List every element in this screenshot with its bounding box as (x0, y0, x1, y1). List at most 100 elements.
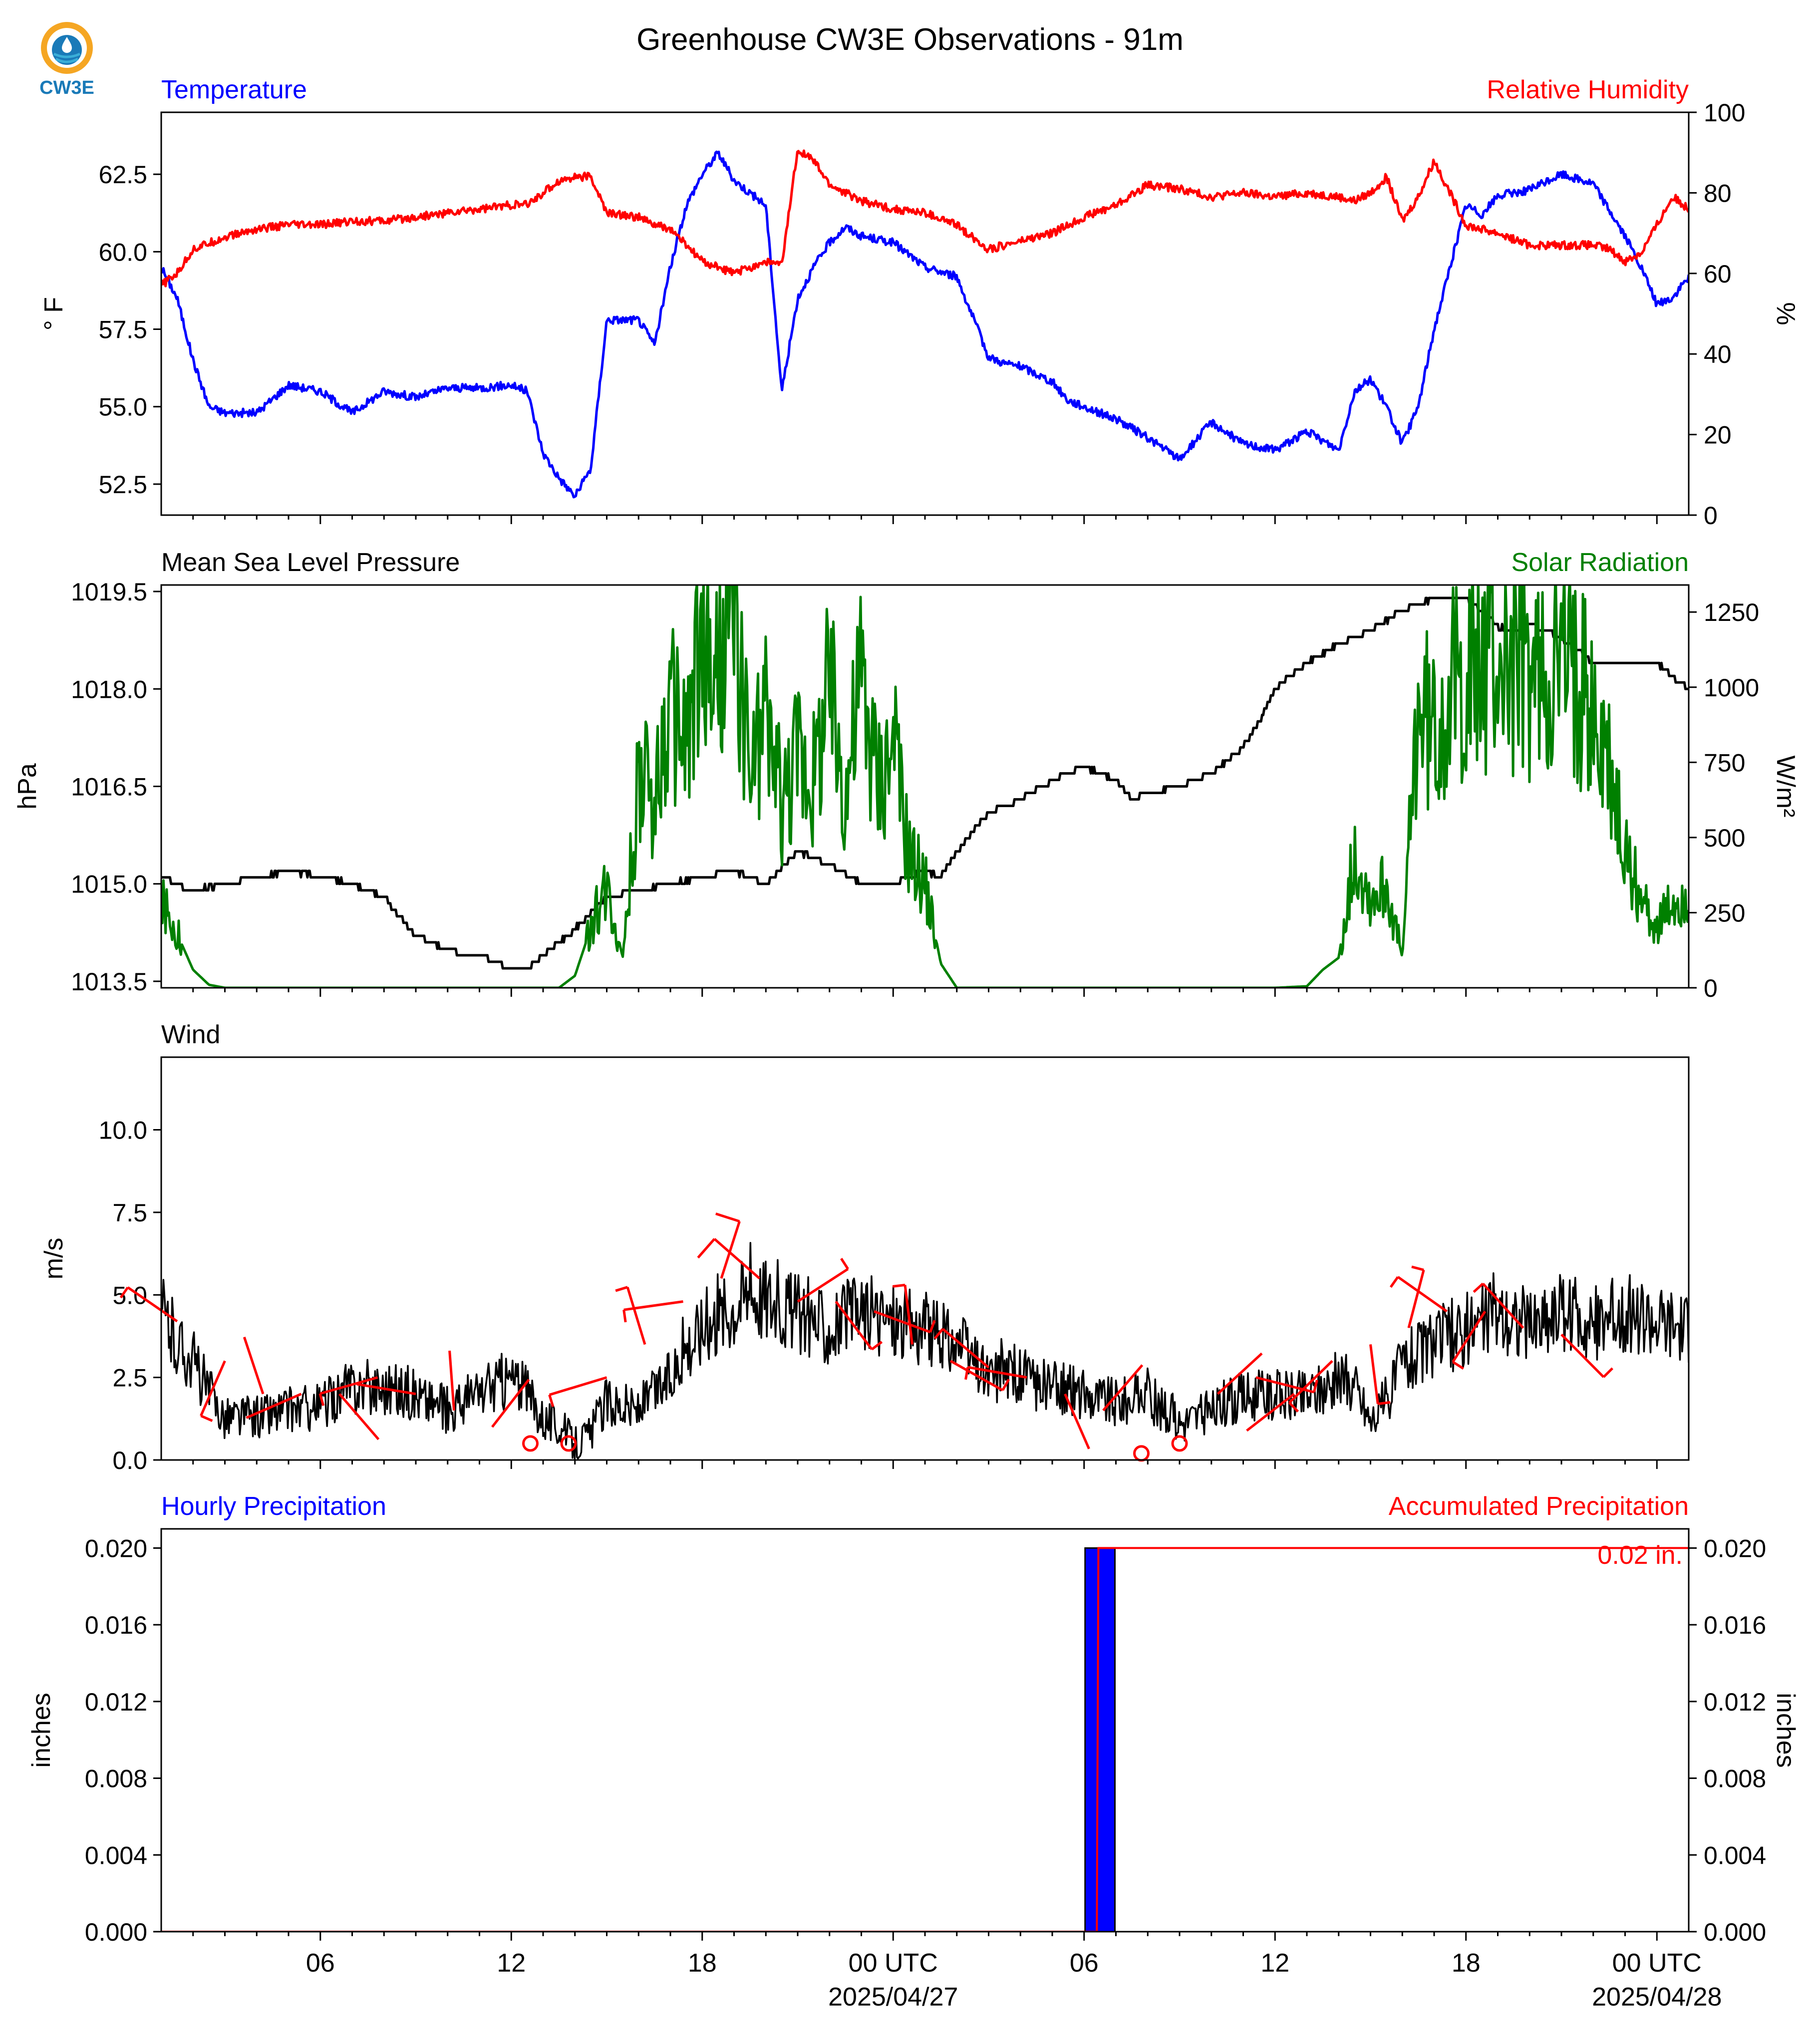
wind-barb-staff (1216, 1352, 1263, 1395)
y2-tick-label: 40 (1704, 340, 1732, 368)
panel-2-ylabel2: W/m² (1771, 755, 1800, 817)
wind-barb-staff (720, 1221, 741, 1279)
panel-3-ylabel: m/s (39, 1238, 68, 1280)
accumulated-precip-annotation: 0.02 in. (1597, 1541, 1683, 1570)
cw3e-logo: CW3E (36, 19, 101, 104)
wind-barb-staff (904, 1285, 913, 1345)
logo-text: CW3E (39, 77, 94, 98)
panel-1-right-title: Relative Humidity (1487, 75, 1689, 104)
wind-barb-staff (1452, 1310, 1487, 1363)
y-tick-label: 0.016 (85, 1611, 147, 1639)
x-tick-label: 18 (688, 1949, 717, 1978)
y2-tick-label: 0.016 (1704, 1611, 1766, 1639)
wind-barb-flag (119, 1286, 129, 1299)
wind-barb-staff (967, 1366, 1027, 1379)
y-tick-label: 1015.0 (71, 870, 147, 898)
wind-barb-flag (1473, 1282, 1484, 1293)
panel-1-left-title: Temperature (161, 75, 307, 104)
y2-tick-label: 0.012 (1704, 1688, 1766, 1716)
y-tick-label: 0.000 (85, 1918, 147, 1946)
y-tick-label: 1016.5 (71, 773, 147, 801)
y2-tick-label: 0.008 (1704, 1765, 1766, 1793)
wind-barb-flag (715, 1212, 740, 1223)
y2-tick-label: 0.004 (1704, 1841, 1766, 1869)
wind-barb-staff (319, 1376, 378, 1395)
relative-humidity-line (161, 149, 1689, 288)
y2-tick-label: 500 (1704, 824, 1745, 852)
wind-barb-flag (964, 1367, 969, 1380)
x-tick-label: 06 (1070, 1949, 1099, 1978)
x-tick-label: 12 (497, 1949, 526, 1978)
panel-2-ylabel: hPa (13, 763, 42, 810)
wind-barb-staff (797, 1268, 849, 1303)
y2-tick-label: 0 (1704, 502, 1718, 530)
panel-2-frame (160, 584, 1690, 989)
y-tick-label: 52.5 (99, 471, 147, 499)
wind-barb-flag (933, 1328, 944, 1340)
wind-barb-staff (1288, 1360, 1333, 1404)
y-tick-label: 0.008 (85, 1765, 147, 1793)
y2-tick-label: 0 (1704, 974, 1718, 1002)
panel-2-right-title: Solar Radiation (1511, 548, 1689, 577)
panel-4-left-title: Hourly Precipitation (161, 1492, 386, 1521)
wind-barb-flag (1377, 1401, 1391, 1406)
wind-speed-line (161, 1242, 1689, 1460)
wind-barb-staff (713, 1238, 761, 1280)
wind-barb-staff (835, 1300, 873, 1350)
panel-3-left-title: Wind (161, 1020, 220, 1049)
y2-tick-label: 1250 (1704, 598, 1759, 626)
wind-barb-calm (560, 1435, 577, 1452)
figure-title: Greenhouse CW3E Observations - 91m (636, 22, 1184, 57)
logo-drop (62, 37, 72, 53)
wind-barb-staff (623, 1300, 683, 1311)
y-tick-label: 55.0 (99, 393, 147, 421)
wind-barb-flag (1312, 1380, 1318, 1393)
wind-barb-flag (1389, 1276, 1399, 1288)
wind-barb-staff (1064, 1393, 1090, 1449)
x-tick-label: 12 (1260, 1949, 1289, 1978)
wind-barb-staff (1560, 1333, 1605, 1378)
x-date-label: 2025/04/28 (1592, 1983, 1722, 2012)
y2-tick-label: 0.020 (1704, 1534, 1766, 1562)
wind-barb-staff (1102, 1364, 1144, 1412)
y2-tick-label: 20 (1704, 421, 1732, 449)
wind-barb-flag (200, 1415, 213, 1422)
y2-tick-label: 100 (1704, 99, 1745, 127)
wind-barb-flag (1602, 1367, 1613, 1378)
wind-barb-flag (548, 1394, 555, 1408)
wind-barb-flag (1452, 1361, 1464, 1370)
y-tick-label: 1013.5 (71, 968, 147, 996)
wind-barb-staff (1407, 1269, 1425, 1329)
solar-radiation-line (161, 585, 1689, 988)
wind-barb-staff (549, 1376, 607, 1396)
panel-3-frame (160, 1056, 1690, 1461)
x-date-label: 2025/04/27 (828, 1983, 958, 2012)
wind-barb-calm (522, 1435, 539, 1452)
y-tick-label: 60.0 (99, 238, 147, 266)
wind-barb-staff (127, 1286, 178, 1323)
y-tick-label: 0.012 (85, 1688, 147, 1716)
y2-tick-label: 750 (1704, 749, 1745, 777)
panel-4-frame (160, 1528, 1690, 1933)
wind-barb-calm (1133, 1445, 1150, 1462)
y2-tick-label: 80 (1704, 179, 1732, 207)
wind-barb-flag (697, 1238, 716, 1259)
y-tick-label: 0.020 (85, 1534, 147, 1562)
wind-barb-flag (840, 1257, 849, 1270)
panel-4-ylabel: inches (27, 1693, 56, 1767)
wind-barb-staff (338, 1393, 380, 1441)
y-tick-label: 0.0 (112, 1447, 147, 1474)
wind-barb-flag (1288, 1402, 1299, 1413)
wind-barb-staff (1369, 1344, 1379, 1404)
wind-barb-staff (874, 1310, 931, 1334)
wind-barb-flag (622, 1309, 627, 1323)
wind-barb-staff (356, 1383, 416, 1396)
wind-barb-staff (246, 1393, 302, 1419)
wind-barb-staff (1397, 1276, 1448, 1313)
panel-1-ylabel: ° F (39, 297, 68, 330)
wind-barb-flag (929, 1320, 936, 1333)
x-tick-label: 00 UTC (849, 1949, 938, 1978)
y-tick-label: 0.004 (85, 1841, 147, 1869)
wind-barb-flag (892, 1283, 906, 1288)
y2-tick-label: 250 (1704, 899, 1745, 927)
